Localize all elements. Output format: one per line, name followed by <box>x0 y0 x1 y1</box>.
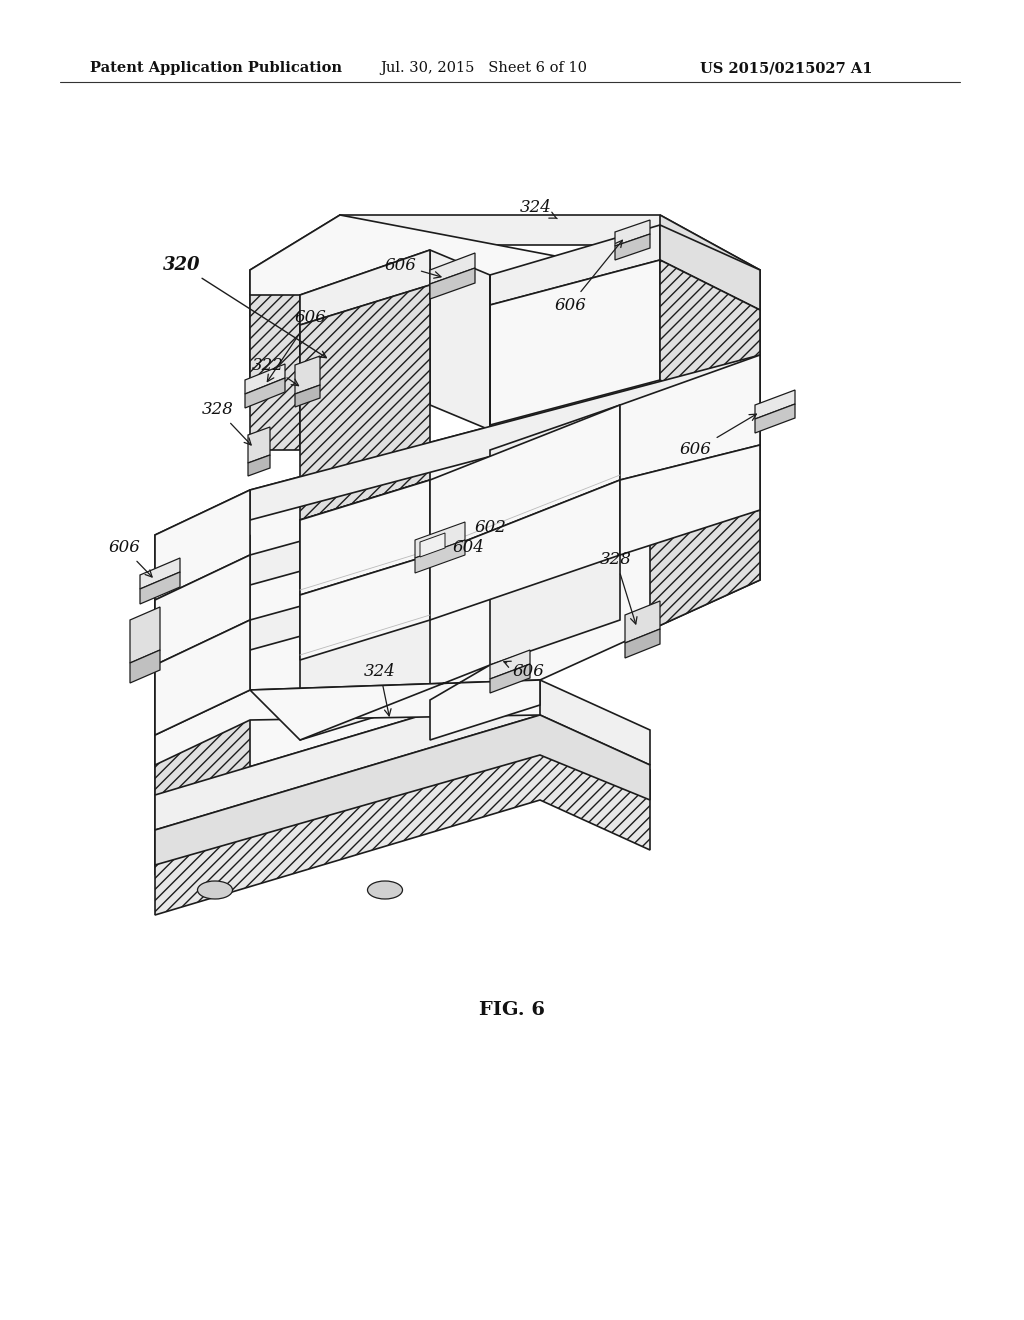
Polygon shape <box>250 355 760 520</box>
Polygon shape <box>300 480 430 741</box>
Polygon shape <box>625 630 660 657</box>
Polygon shape <box>415 540 465 573</box>
Polygon shape <box>430 249 490 430</box>
Polygon shape <box>660 260 760 430</box>
Polygon shape <box>155 715 650 865</box>
Polygon shape <box>300 480 430 595</box>
Text: 602: 602 <box>474 520 506 536</box>
Polygon shape <box>300 285 430 520</box>
Polygon shape <box>155 355 760 795</box>
Polygon shape <box>245 378 285 408</box>
Polygon shape <box>248 426 270 463</box>
Text: 606: 606 <box>384 256 441 279</box>
Polygon shape <box>755 404 795 433</box>
Polygon shape <box>155 719 650 915</box>
Polygon shape <box>490 405 620 665</box>
Text: FIG. 6: FIG. 6 <box>479 1001 545 1019</box>
Polygon shape <box>130 649 160 682</box>
Polygon shape <box>295 385 319 407</box>
Text: 606: 606 <box>504 661 544 681</box>
Polygon shape <box>155 620 250 735</box>
Text: Jul. 30, 2015   Sheet 6 of 10: Jul. 30, 2015 Sheet 6 of 10 <box>380 61 587 75</box>
Ellipse shape <box>198 880 232 899</box>
Polygon shape <box>615 234 650 260</box>
Text: 328: 328 <box>202 401 251 445</box>
Polygon shape <box>490 224 660 305</box>
Polygon shape <box>340 215 760 294</box>
Polygon shape <box>250 665 540 741</box>
Polygon shape <box>250 215 760 395</box>
Polygon shape <box>300 285 430 445</box>
Ellipse shape <box>368 880 402 899</box>
Polygon shape <box>490 664 530 693</box>
Text: 320: 320 <box>163 256 327 358</box>
Polygon shape <box>155 490 250 601</box>
Polygon shape <box>615 220 650 246</box>
Text: US 2015/0215027 A1: US 2015/0215027 A1 <box>700 61 872 75</box>
Polygon shape <box>650 294 760 630</box>
Polygon shape <box>248 455 270 477</box>
Polygon shape <box>300 249 430 325</box>
Polygon shape <box>490 649 530 678</box>
Polygon shape <box>660 224 760 310</box>
Polygon shape <box>420 533 445 557</box>
Polygon shape <box>155 535 250 875</box>
Polygon shape <box>140 572 180 605</box>
Text: 322: 322 <box>252 356 299 385</box>
Text: Patent Application Publication: Patent Application Publication <box>90 61 342 75</box>
Polygon shape <box>295 356 319 393</box>
Polygon shape <box>155 680 650 830</box>
Polygon shape <box>490 260 660 425</box>
Polygon shape <box>250 480 760 649</box>
Text: 324: 324 <box>520 199 557 219</box>
Polygon shape <box>430 253 475 284</box>
Polygon shape <box>430 480 620 620</box>
Polygon shape <box>755 389 795 418</box>
Polygon shape <box>250 215 340 294</box>
Polygon shape <box>155 554 250 665</box>
Text: 606: 606 <box>267 309 326 381</box>
Text: 606: 606 <box>680 414 757 458</box>
Polygon shape <box>620 445 760 554</box>
Polygon shape <box>130 607 160 663</box>
Text: 328: 328 <box>600 552 637 624</box>
Text: 606: 606 <box>109 540 153 577</box>
Polygon shape <box>300 554 430 660</box>
Polygon shape <box>155 680 540 766</box>
Text: 604: 604 <box>452 540 484 557</box>
Polygon shape <box>245 364 285 393</box>
Polygon shape <box>250 414 760 585</box>
Polygon shape <box>300 249 430 325</box>
Polygon shape <box>250 294 300 450</box>
Polygon shape <box>430 268 475 300</box>
Polygon shape <box>660 215 760 294</box>
Polygon shape <box>625 601 660 643</box>
Text: 324: 324 <box>365 664 396 715</box>
Polygon shape <box>140 558 180 589</box>
Polygon shape <box>620 355 760 480</box>
Text: 606: 606 <box>554 240 623 314</box>
Polygon shape <box>430 405 620 554</box>
Polygon shape <box>415 521 465 558</box>
